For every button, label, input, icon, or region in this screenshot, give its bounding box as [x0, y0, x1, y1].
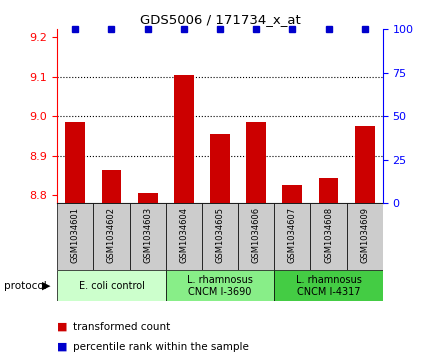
Text: GSM1034605: GSM1034605 — [216, 207, 224, 263]
Title: GDS5006 / 171734_x_at: GDS5006 / 171734_x_at — [139, 13, 301, 26]
Text: L. rhamnosus
CNCM I-4317: L. rhamnosus CNCM I-4317 — [296, 275, 362, 297]
Bar — [246, 122, 266, 203]
Text: GSM1034606: GSM1034606 — [252, 207, 260, 263]
Text: ▶: ▶ — [42, 281, 51, 291]
Bar — [274, 270, 383, 301]
Text: ■: ■ — [57, 322, 68, 332]
Text: percentile rank within the sample: percentile rank within the sample — [73, 342, 249, 352]
Bar — [93, 203, 129, 270]
Bar — [66, 122, 85, 203]
Bar — [210, 134, 230, 203]
Text: GSM1034608: GSM1034608 — [324, 207, 333, 263]
Bar — [129, 203, 166, 270]
Bar — [355, 126, 375, 203]
Text: transformed count: transformed count — [73, 322, 170, 332]
Bar — [347, 203, 383, 270]
Text: GSM1034604: GSM1034604 — [180, 207, 188, 263]
Bar — [57, 270, 166, 301]
Text: E. coli control: E. coli control — [78, 281, 144, 291]
Text: GSM1034602: GSM1034602 — [107, 207, 116, 263]
Text: ■: ■ — [57, 342, 68, 352]
Bar — [282, 185, 302, 203]
Bar — [57, 203, 93, 270]
Text: GSM1034609: GSM1034609 — [360, 207, 369, 263]
Bar — [274, 203, 311, 270]
Bar — [166, 203, 202, 270]
Bar — [238, 203, 274, 270]
Bar — [311, 203, 347, 270]
Bar — [202, 203, 238, 270]
Bar — [138, 193, 158, 203]
Bar — [166, 270, 274, 301]
Text: GSM1034603: GSM1034603 — [143, 207, 152, 263]
Bar — [102, 170, 121, 203]
Text: protocol: protocol — [4, 281, 47, 291]
Text: GSM1034607: GSM1034607 — [288, 207, 297, 263]
Text: GSM1034601: GSM1034601 — [71, 207, 80, 263]
Text: L. rhamnosus
CNCM I-3690: L. rhamnosus CNCM I-3690 — [187, 275, 253, 297]
Bar — [319, 178, 338, 203]
Bar — [174, 74, 194, 203]
